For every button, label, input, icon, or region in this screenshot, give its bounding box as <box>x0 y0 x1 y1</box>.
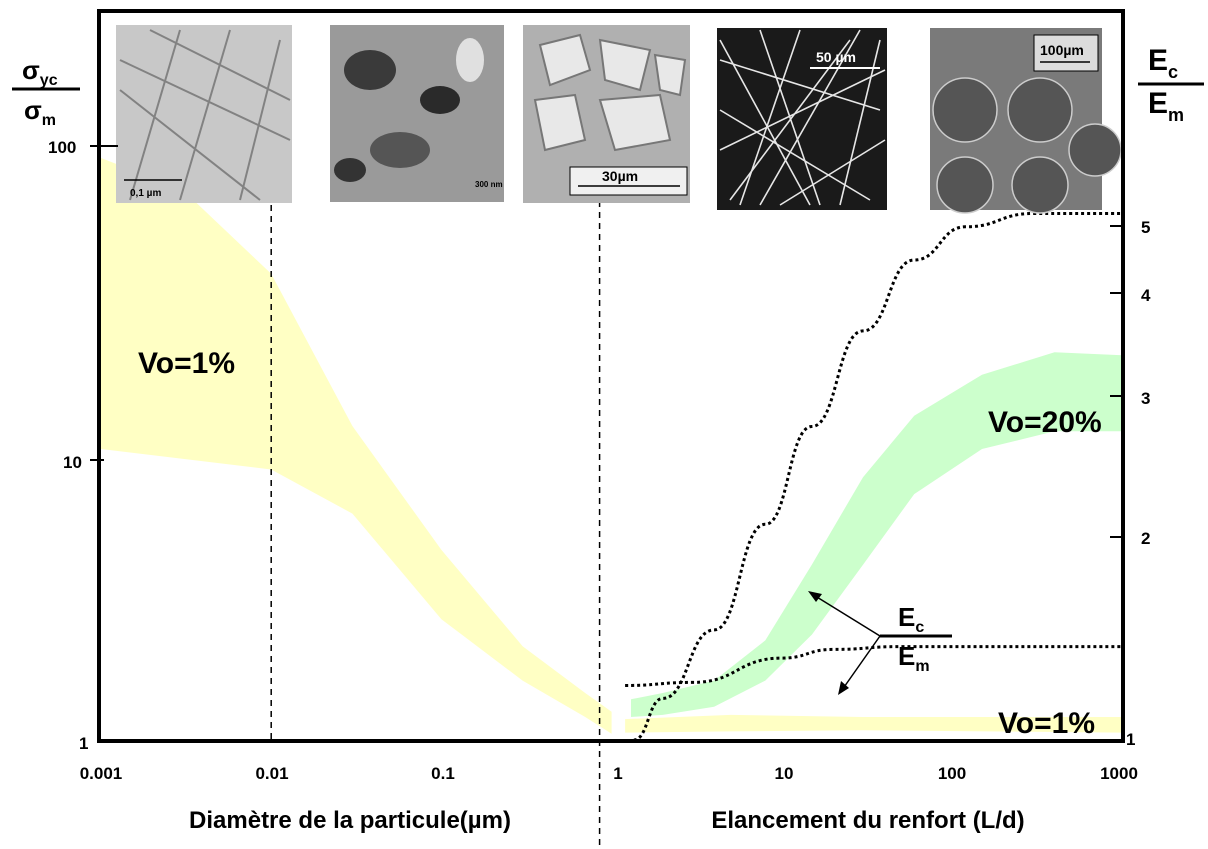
pointer-den: E <box>898 641 915 671</box>
svg-text:σm: σm <box>24 95 56 129</box>
right-title-num-sub: c <box>1168 62 1178 82</box>
x-label-aspect-ratio: Elancement du renfort (L/d) <box>711 807 1024 834</box>
right-tick-label: 3 <box>1141 389 1150 408</box>
left-axis: 100 10 1 σyc σm <box>12 55 118 753</box>
micrograph-fibres: 100µm <box>930 28 1122 214</box>
x-tick-label: 10 <box>775 764 794 783</box>
right-tick-label: 4 <box>1141 286 1151 305</box>
left-title-num-sub: yc <box>40 72 58 89</box>
svg-text:Ec: Ec <box>1148 44 1178 82</box>
right-title-den: E <box>1148 87 1168 120</box>
left-tick-label: 10 <box>63 453 82 472</box>
plot-frame <box>97 9 1125 743</box>
micrograph-whiskers: 50 µm <box>717 28 887 210</box>
band-0 <box>101 158 612 734</box>
right-title-num: E <box>1148 44 1168 77</box>
stiffness-curve-0 <box>633 211 1123 742</box>
pointer-num-sub: c <box>915 619 924 636</box>
stiffness-curves <box>625 211 1123 742</box>
left-tick-label: 100 <box>48 138 76 157</box>
stiffness-curve-1 <box>625 645 1123 687</box>
x-tick-label: 0.001 <box>80 764 123 783</box>
x-tick-label: 0.1 <box>431 764 455 783</box>
x-axis: 0.001 0.01 0.1 1 10 100 1000 Diamètre de… <box>80 764 1138 834</box>
micrograph-precipitates: 300 nm <box>330 25 504 202</box>
x-tick-label: 1000 <box>1100 764 1138 783</box>
pointer-num: E <box>898 602 915 632</box>
left-axis-title: σyc σm <box>12 55 80 129</box>
micrograph-2-scale: 300 nm <box>475 180 503 189</box>
right-tick-label: 1 <box>1126 730 1135 749</box>
micrograph-5-scale: 100µm <box>1040 42 1084 58</box>
bands-layer <box>101 158 1123 734</box>
micrographs: 0,1 µm 300 nm 30µm <box>116 25 1122 214</box>
band-2 <box>631 352 1123 717</box>
micrograph-4-scale: 50 µm <box>816 49 856 65</box>
left-tick-label: 1 <box>79 734 88 753</box>
right-title-den-sub: m <box>1168 105 1184 125</box>
band-1 <box>625 714 1123 733</box>
annotation-vo-1-right: Vo=1% <box>998 707 1095 740</box>
x-label-particle-diameter: Diamètre de la particule(µm) <box>189 807 511 834</box>
left-title-den-sub: m <box>42 112 56 129</box>
x-tick-label: 100 <box>938 764 966 783</box>
right-axis-title: Ec Em <box>1138 44 1204 125</box>
micrograph-1-scale: 0,1 µm <box>130 188 161 199</box>
micrograph-dislocations: 0,1 µm <box>116 25 292 203</box>
left-title-num: σ <box>22 55 40 85</box>
annotation-vo-1-left: Vo=1% <box>138 347 235 380</box>
svg-text:Em: Em <box>898 641 930 675</box>
right-axis: 5 4 3 2 1 Ec Em <box>1110 44 1204 749</box>
annotation-vo-20: Vo=20% <box>988 406 1102 439</box>
svg-text:σyc: σyc <box>22 55 58 89</box>
ec-em-pointer: Ec Em <box>808 591 952 695</box>
pointer-den-sub: m <box>915 658 929 675</box>
micrograph-particles: 30µm <box>523 25 690 203</box>
svg-text:Em: Em <box>1148 87 1184 125</box>
right-tick-label: 2 <box>1141 529 1150 548</box>
left-title-den: σ <box>24 95 42 125</box>
x-tick-label: 0.01 <box>255 764 288 783</box>
micrograph-3-scale: 30µm <box>602 168 638 184</box>
right-tick-label: 5 <box>1141 218 1150 237</box>
x-tick-label: 1 <box>613 764 622 783</box>
annotations: Vo=1% Vo=20% Vo=1% Ec Em <box>138 347 1102 740</box>
svg-text:Ec: Ec <box>898 602 924 636</box>
